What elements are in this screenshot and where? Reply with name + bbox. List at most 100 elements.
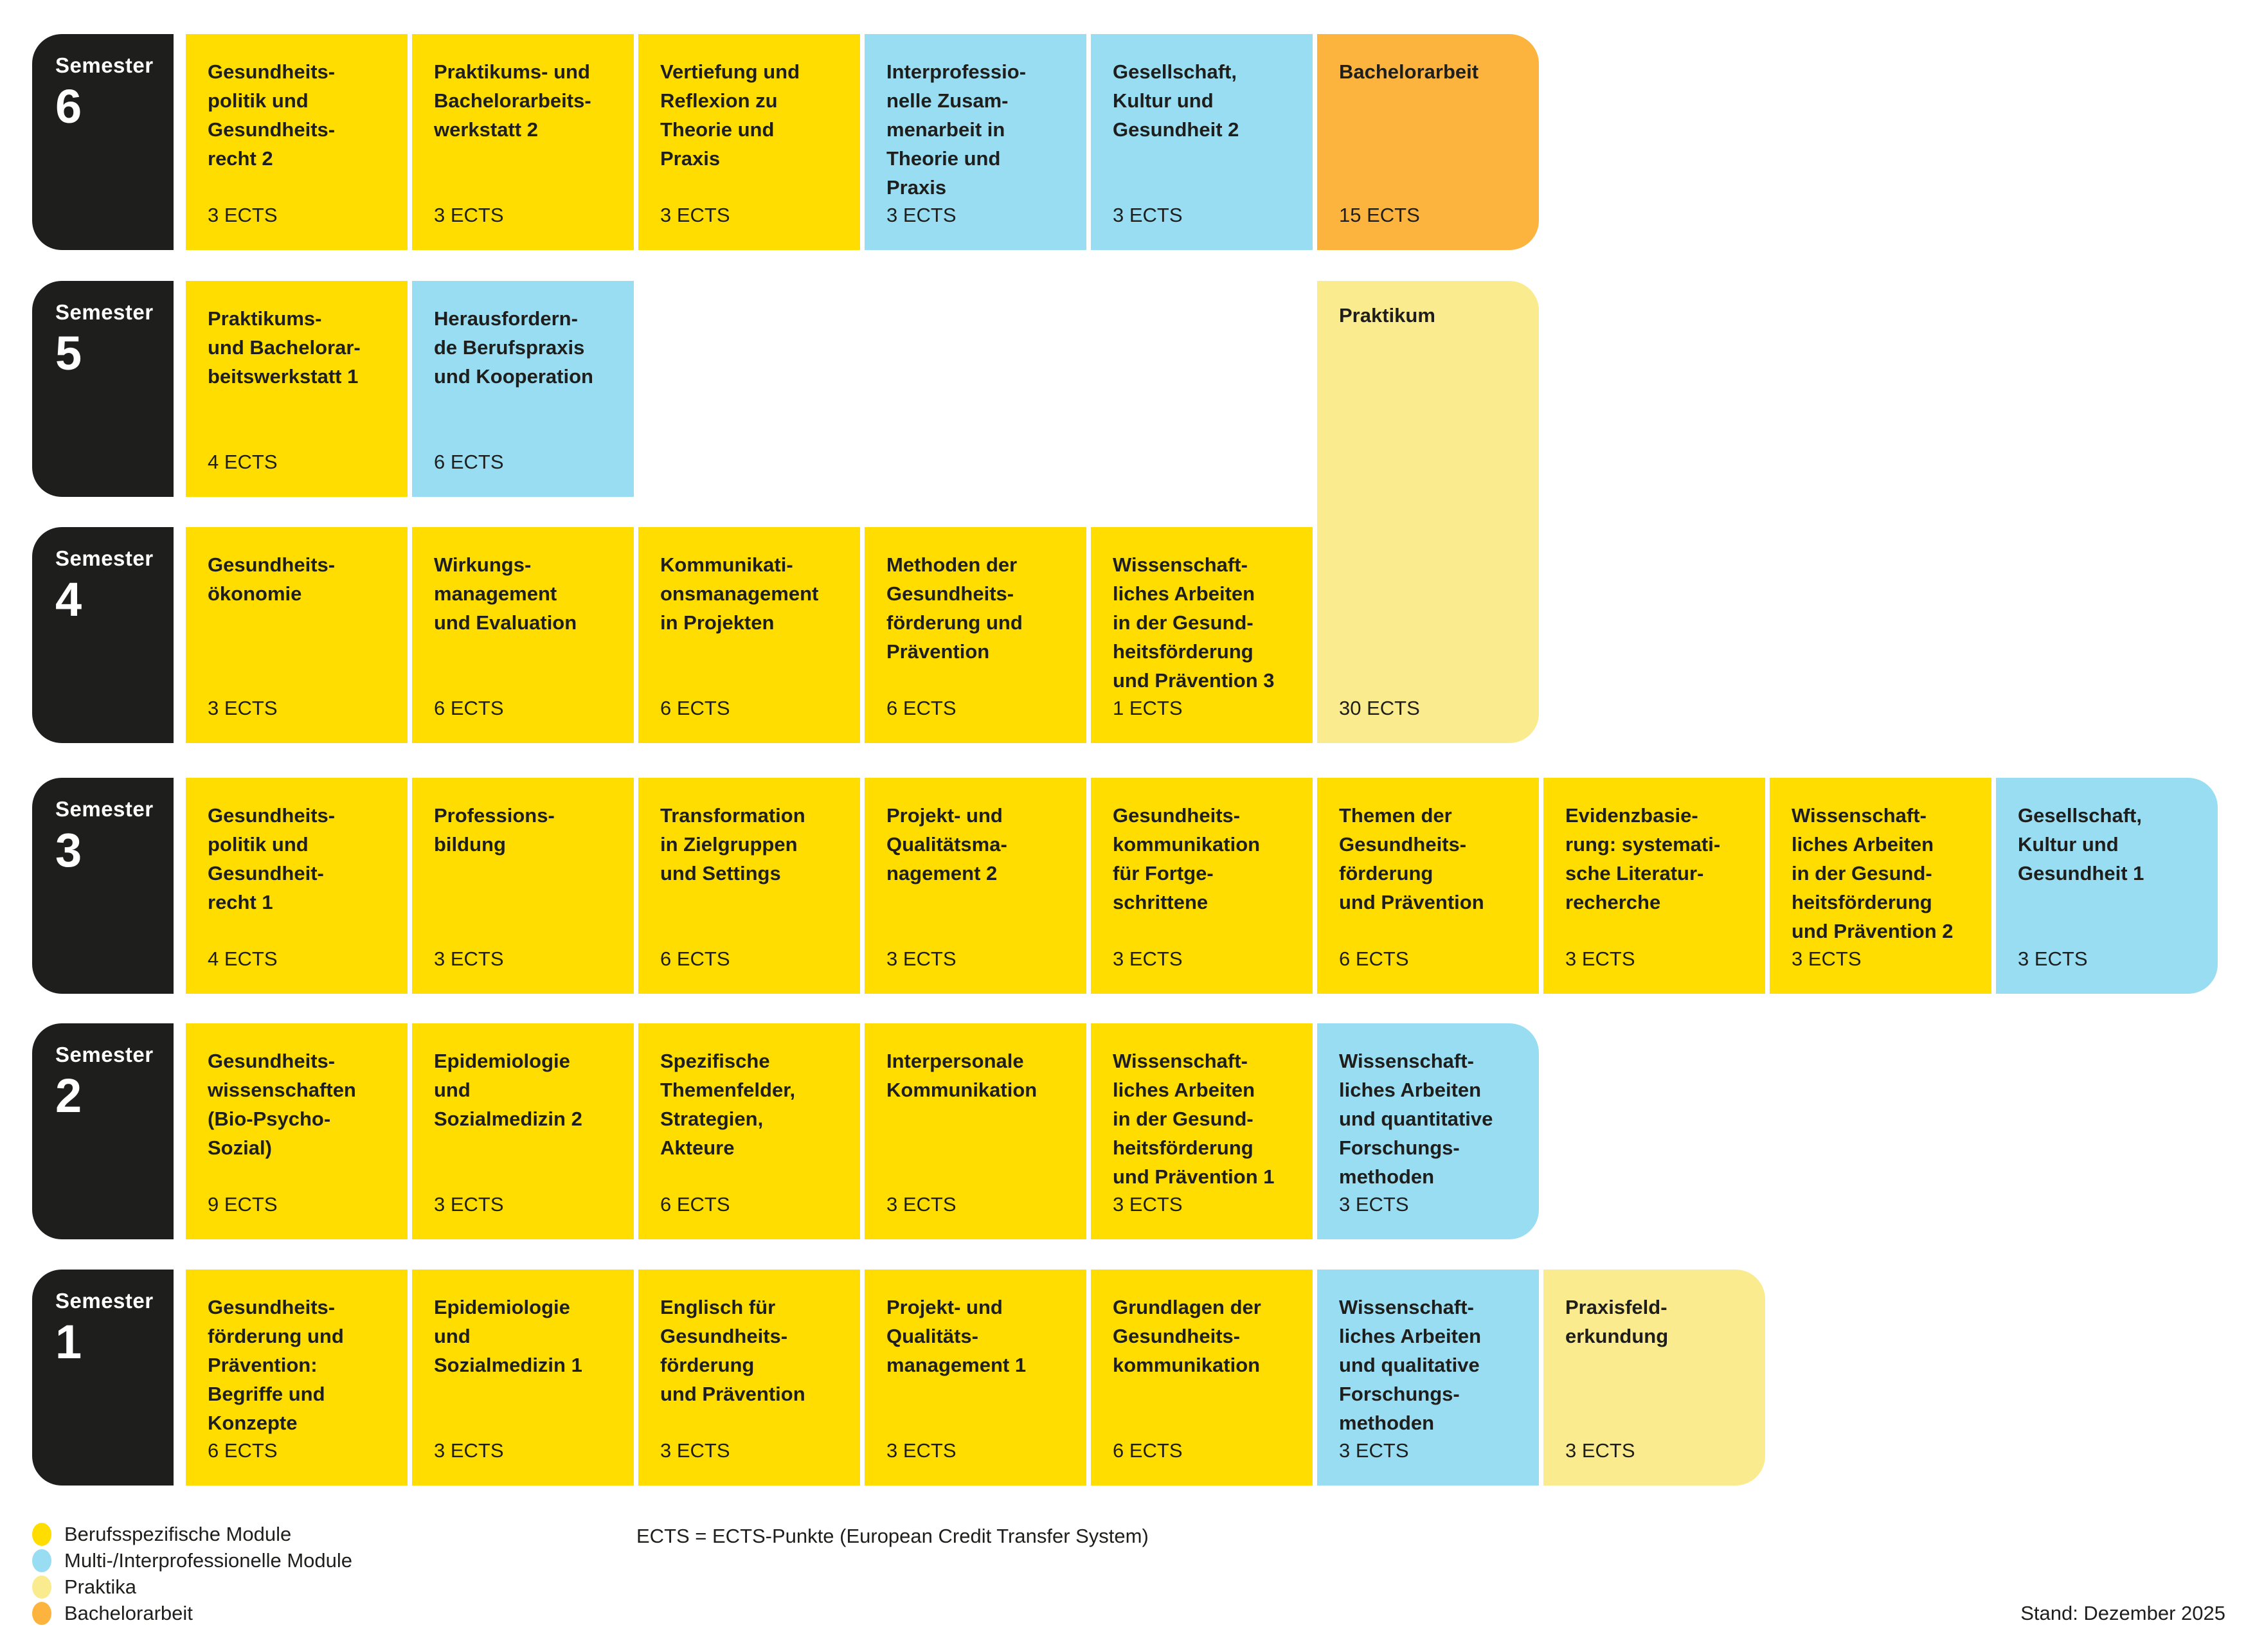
semester-number: 4	[55, 573, 82, 626]
module-card: Wissenschaft- liches Arbeiten in der Ges…	[1091, 1023, 1313, 1239]
module-ects: 3 ECTS	[434, 947, 504, 970]
module-title: Methoden der Gesundheits- förderung und …	[886, 553, 1023, 663]
module-title: Wissenschaft- liches Arbeiten in der Ges…	[1792, 804, 1954, 942]
module-title: Projekt- und Qualitätsma- nagement 2	[886, 804, 1007, 884]
legend-dot-interprofessionell	[32, 1549, 51, 1572]
module-ects: 3 ECTS	[1113, 204, 1183, 226]
module-card: Grundlagen der Gesundheits- kommunikatio…	[1091, 1270, 1313, 1486]
module-card: Wirkungs- management und Evaluation 6 EC…	[412, 527, 634, 743]
semester-number: 3	[55, 823, 82, 877]
module-card: Professions- bildung 3 ECTS	[412, 778, 634, 994]
module-card: Praxisfeld- erkundung 3 ECTS	[1543, 1270, 1765, 1486]
module-card: Englisch für Gesundheits- förderung und …	[638, 1270, 860, 1486]
semester-label: Semester	[55, 797, 154, 821]
module-title: Bachelorarbeit	[1339, 60, 1479, 83]
module-title: Englisch für Gesundheits- förderung und …	[660, 1296, 805, 1405]
module-ects: 3 ECTS	[208, 204, 278, 226]
semester-box: Semester 3	[32, 778, 174, 994]
module-title: Gesundheits- kommunikation für Fortge- s…	[1113, 804, 1261, 913]
module-ects: 6 ECTS	[886, 697, 957, 719]
module-title: Wissenschaft- liches Arbeiten und quanti…	[1339, 1050, 1493, 1188]
legend-item: Praktika	[32, 1574, 352, 1600]
semester-row-4: Semester 4 Gesundheits- ökonomie 3 ECTS …	[32, 527, 2218, 743]
semester-number: 5	[55, 327, 82, 380]
legend-dot-bachelorarbeit	[32, 1601, 51, 1625]
module-card: Gesellschaft, Kultur und Gesundheit 2 3 …	[1091, 34, 1313, 250]
module-ects: 3 ECTS	[1339, 1439, 1409, 1462]
module-title: Praktikums- und Bachelorarbeits- werksta…	[434, 60, 591, 141]
legend-item: Multi-/Interprofessionelle Module	[32, 1547, 352, 1574]
module-title: Gesundheits- ökonomie	[208, 553, 336, 605]
semester-row-5: Semester 5 Praktikums- und Bachelorar- b…	[32, 281, 2218, 497]
module-ects: 15 ECTS	[1339, 204, 1420, 226]
module-card: Interpersonale Kommunikation 3 ECTS	[865, 1023, 1086, 1239]
module-ects: 3 ECTS	[886, 1193, 957, 1216]
module-card: Themen der Gesundheits- förderung und Pr…	[1317, 778, 1539, 994]
module-card: Wissenschaft- liches Arbeiten in der Ges…	[1091, 527, 1313, 743]
module-ects: 6 ECTS	[208, 1439, 278, 1462]
module-ects: 4 ECTS	[208, 451, 278, 473]
module-card: Praktikums- und Bachelorar- beitswerksta…	[186, 281, 408, 497]
module-title: Themen der Gesundheits- förderung und Pr…	[1339, 804, 1484, 913]
module-card: Praktikums- und Bachelorarbeits- werksta…	[412, 34, 634, 250]
legend-item: Bachelorarbeit	[32, 1600, 352, 1626]
module-title: Herausfordern- de Berufspraxis und Koope…	[434, 307, 593, 388]
semester-row-6: Semester 6 Gesundheits- politik und Gesu…	[32, 34, 2218, 250]
module-card: Wissenschaft- liches Arbeiten und qualit…	[1317, 1270, 1539, 1486]
module-ects: 3 ECTS	[434, 1439, 504, 1462]
module-card: Epidemiologie und Sozialmedizin 1 3 ECTS	[412, 1270, 634, 1486]
module-card: Spezifische Themenfelder, Strategien, Ak…	[638, 1023, 860, 1239]
semester-label: Semester	[55, 300, 154, 324]
module-ects: 9 ECTS	[208, 1193, 278, 1216]
module-ects: 30 ECTS	[1339, 697, 1420, 719]
module-title: Gesellschaft, Kultur und Gesundheit 2	[1113, 60, 1239, 141]
module-title: Interpersonale Kommunikation	[886, 1050, 1038, 1101]
module-ects: 3 ECTS	[886, 947, 957, 970]
module-card: Wissenschaft- liches Arbeiten und quanti…	[1317, 1023, 1539, 1239]
module-card: Gesundheits- wissenschaften (Bio-Psycho-…	[186, 1023, 408, 1239]
legend-label: Praktika	[64, 1575, 136, 1598]
module-ects: 6 ECTS	[1113, 1439, 1183, 1462]
module-card: Projekt- und Qualitätsma- nagement 2 3 E…	[865, 778, 1086, 994]
semester-number: 6	[55, 80, 82, 133]
module-ects: 3 ECTS	[660, 1439, 730, 1462]
legend-dot-berufsspezifisch	[32, 1522, 51, 1546]
module-card: Evidenzbasie- rung: systemati- sche Lite…	[1543, 778, 1765, 994]
semester-box: Semester 4	[32, 527, 174, 743]
module-ects: 3 ECTS	[434, 204, 504, 226]
module-ects: 3 ECTS	[1113, 1193, 1183, 1216]
module-title: Kommunikati- onsmanagement in Projekten	[660, 553, 819, 634]
module-card: Kommunikati- onsmanagement in Projekten …	[638, 527, 860, 743]
module-ects: 3 ECTS	[1113, 947, 1183, 970]
legend-item: Berufsspezifische Module	[32, 1521, 352, 1547]
module-ects: 3 ECTS	[1565, 1439, 1635, 1462]
module-title: Vertiefung und Reflexion zu Theorie und …	[660, 60, 800, 170]
module-card-bachelorarbeit: Bachelorarbeit 15 ECTS	[1317, 34, 1539, 250]
module-card: Projekt- und Qualitäts- management 1 3 E…	[865, 1270, 1086, 1486]
module-card: Epidemiologie und Sozialmedizin 2 3 ECTS	[412, 1023, 634, 1239]
module-ects: 3 ECTS	[660, 204, 730, 226]
semester-row-3: Semester 3 Gesundheits- politik und Gesu…	[32, 778, 2218, 994]
module-ects: 4 ECTS	[208, 947, 278, 970]
semester-label: Semester	[55, 546, 154, 570]
module-title: Gesundheits- förderung und Prävention: B…	[208, 1296, 344, 1434]
module-card: Herausfordern- de Berufspraxis und Koope…	[412, 281, 634, 497]
module-title: Wissenschaft- liches Arbeiten und qualit…	[1339, 1296, 1482, 1434]
module-title: Epidemiologie und Sozialmedizin 2	[434, 1050, 582, 1130]
module-title: Gesellschaft, Kultur und Gesundheit 1	[2018, 804, 2144, 884]
module-title: Spezifische Themenfelder, Strategien, Ak…	[660, 1050, 796, 1159]
module-title: Praktikums- und Bachelorar- beitswerksta…	[208, 307, 361, 388]
module-ects: 6 ECTS	[434, 697, 504, 719]
module-ects: 6 ECTS	[660, 947, 730, 970]
semester-box: Semester 1	[32, 1270, 174, 1486]
module-title: Gesundheits- politik und Gesundheits- re…	[208, 60, 336, 170]
semester-number: 1	[55, 1315, 82, 1369]
date-note: Stand: Dezember 2025	[2020, 1602, 2225, 1624]
module-title: Gesundheits- wissenschaften (Bio-Psycho-…	[208, 1050, 356, 1159]
module-title: Wissenschaft- liches Arbeiten in der Ges…	[1113, 553, 1275, 692]
module-card: Gesundheits- politik und Gesundheit- rec…	[186, 778, 408, 994]
module-ects: 3 ECTS	[208, 697, 278, 719]
semester-row-1: Semester 1 Gesundheits- förderung und Pr…	[32, 1270, 2218, 1486]
legend-label: Multi-/Interprofessionelle Module	[64, 1549, 352, 1572]
